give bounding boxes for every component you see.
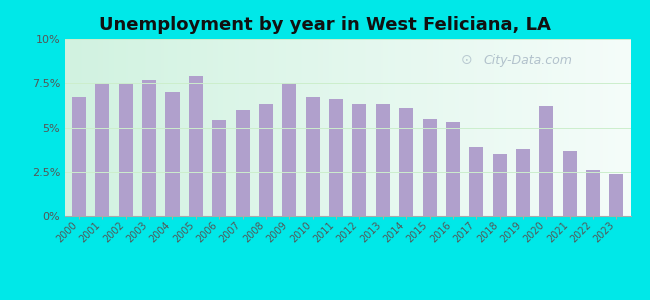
Bar — [306, 98, 320, 216]
Bar — [282, 83, 296, 216]
Bar — [376, 104, 390, 216]
Text: City-Data.com: City-Data.com — [484, 54, 573, 67]
Bar — [72, 98, 86, 216]
Bar — [516, 149, 530, 216]
Bar — [399, 108, 413, 216]
Bar — [259, 104, 273, 216]
Bar — [610, 173, 623, 216]
Bar — [96, 83, 109, 216]
Bar — [540, 106, 553, 216]
Bar — [422, 118, 437, 216]
Bar — [212, 120, 226, 216]
Bar — [352, 104, 367, 216]
Bar — [446, 122, 460, 216]
Bar — [493, 154, 506, 216]
Bar — [586, 170, 600, 216]
Bar — [119, 83, 133, 216]
Bar — [142, 80, 156, 216]
Text: Unemployment by year in West Feliciana, LA: Unemployment by year in West Feliciana, … — [99, 16, 551, 34]
Bar — [189, 76, 203, 216]
Bar — [469, 147, 484, 216]
Bar — [329, 99, 343, 216]
Bar — [166, 92, 179, 216]
Bar — [563, 151, 577, 216]
Text: ⊙: ⊙ — [461, 53, 473, 67]
Bar — [235, 110, 250, 216]
